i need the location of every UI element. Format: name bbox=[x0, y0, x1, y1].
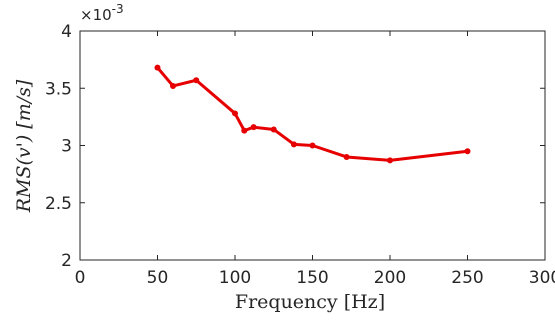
data-point bbox=[290, 141, 297, 148]
x-axis-title: Frequency [Hz] bbox=[235, 291, 385, 313]
data-point bbox=[309, 142, 316, 149]
x-axis-ticks: 0 50 100 150 200 250 300 bbox=[75, 31, 555, 288]
y-tick-label: 4 bbox=[61, 22, 72, 42]
x-tick-label: 0 bbox=[75, 268, 86, 288]
data-point bbox=[241, 127, 248, 134]
x-tick-label: 250 bbox=[451, 268, 483, 288]
y-axis-title: RMS(v') [m/s] bbox=[13, 79, 35, 213]
data-point bbox=[387, 157, 393, 164]
y-tick-label: 2.5 bbox=[45, 194, 72, 214]
data-point bbox=[343, 153, 350, 160]
data-point bbox=[270, 126, 277, 133]
x-tick-label: 50 bbox=[147, 268, 169, 288]
data-point bbox=[154, 64, 161, 71]
x-tick-label: 200 bbox=[374, 268, 406, 288]
series-line bbox=[156, 66, 468, 162]
y-tick-label: 3 bbox=[61, 137, 72, 157]
y-exponent-power: -3 bbox=[112, 2, 124, 16]
series-layer bbox=[154, 64, 471, 164]
data-point bbox=[250, 124, 257, 131]
y-exponent-base: ×10 bbox=[80, 6, 112, 24]
y-tick-label: 3.5 bbox=[45, 79, 72, 99]
y-tick-label: 2 bbox=[61, 251, 72, 271]
x-tick-label: 100 bbox=[219, 268, 251, 288]
y-axis-ticks: 2 2.5 3 3.5 4 bbox=[45, 22, 545, 271]
data-point bbox=[193, 77, 200, 84]
x-tick-label: 300 bbox=[529, 268, 555, 288]
y-axis-exponent: ×10-3 bbox=[80, 2, 124, 24]
data-point bbox=[232, 110, 238, 117]
x-tick-label: 150 bbox=[296, 268, 328, 288]
data-point bbox=[464, 148, 471, 155]
data-point bbox=[170, 82, 176, 89]
